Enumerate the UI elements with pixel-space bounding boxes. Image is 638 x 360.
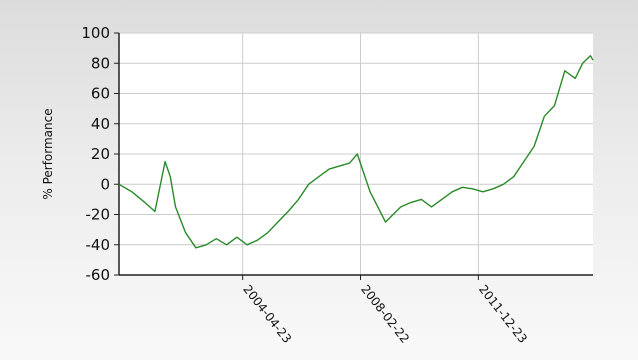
x-tick-label: 2011-12-23 bbox=[476, 282, 530, 346]
y-axis-label: % Performance bbox=[41, 108, 55, 199]
y-tick-label: -60 bbox=[86, 266, 111, 284]
y-tick-label: 0 bbox=[100, 175, 110, 193]
x-tick-label: 2008-02-22 bbox=[358, 282, 412, 346]
performance-line bbox=[118, 55, 594, 249]
y-tick-label: 20 bbox=[91, 145, 110, 163]
y-tick-label: 100 bbox=[81, 24, 110, 42]
y-tick-label: -40 bbox=[86, 236, 111, 254]
y-tick-label: -20 bbox=[86, 206, 111, 224]
x-tick-label: 2004-04-23 bbox=[240, 282, 294, 346]
y-tick-label: 40 bbox=[91, 115, 110, 133]
y-tick-label: 60 bbox=[91, 85, 110, 103]
y-tick-label: 80 bbox=[91, 54, 110, 72]
